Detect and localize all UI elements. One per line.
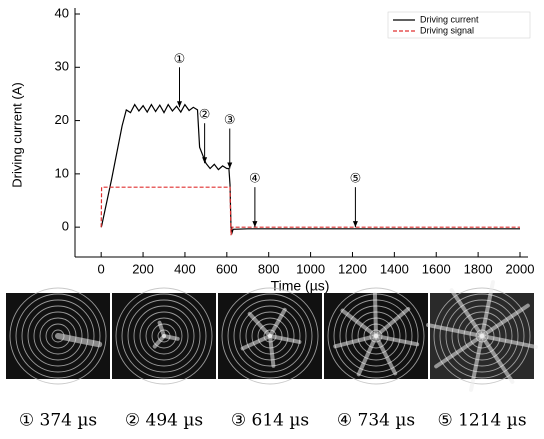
spoke bbox=[480, 334, 515, 384]
x-tick-label: 2000 bbox=[506, 261, 535, 276]
ring bbox=[127, 299, 201, 373]
annotation-label: ② bbox=[199, 108, 211, 123]
annotation-label: ④ bbox=[249, 172, 261, 187]
spoke bbox=[426, 323, 484, 338]
ring bbox=[233, 299, 307, 373]
y-tick-label: 0 bbox=[62, 219, 69, 234]
ring bbox=[439, 293, 525, 379]
ring bbox=[451, 305, 513, 367]
x-tick-label: 1600 bbox=[422, 261, 451, 276]
arrow-head bbox=[227, 162, 233, 169]
ring bbox=[115, 287, 213, 385]
y-axis-label: Driving current (A) bbox=[9, 82, 24, 187]
spoke bbox=[268, 334, 276, 368]
ring bbox=[151, 323, 177, 349]
spoke bbox=[374, 334, 420, 347]
spoke bbox=[374, 307, 411, 338]
annotation-label: ⑤ bbox=[350, 172, 362, 187]
photo bbox=[218, 287, 322, 385]
spoke bbox=[480, 334, 538, 349]
legend-label: Driving signal bbox=[420, 25, 474, 35]
legend-label: Driving current bbox=[420, 14, 479, 24]
caption: ② 494 µs bbox=[125, 411, 203, 431]
data-line bbox=[100, 186, 520, 236]
ring bbox=[227, 293, 313, 379]
ring bbox=[239, 305, 301, 367]
ring bbox=[327, 287, 425, 385]
legend bbox=[387, 11, 531, 39]
y-tick-label: 30 bbox=[55, 59, 69, 74]
photo bbox=[6, 287, 110, 385]
arrow-head bbox=[176, 101, 182, 108]
ring bbox=[21, 299, 95, 373]
x-tick-label: 0 bbox=[98, 261, 105, 276]
spoke bbox=[55, 333, 103, 348]
x-tick-label: 800 bbox=[258, 261, 280, 276]
ring bbox=[133, 305, 195, 367]
ring bbox=[145, 317, 183, 355]
x-axis-label: Time (µs) bbox=[271, 278, 330, 294]
x-tick-label: 600 bbox=[216, 261, 238, 276]
caption: ③ 614 µs bbox=[231, 411, 309, 431]
ring bbox=[39, 317, 77, 355]
spoke bbox=[162, 334, 180, 341]
x-tick-label: 1000 bbox=[296, 261, 325, 276]
ring bbox=[469, 323, 495, 349]
caption: ④ 734 µs bbox=[337, 411, 415, 431]
annotation-label: ③ bbox=[224, 113, 236, 128]
x-tick-label: 1400 bbox=[380, 261, 409, 276]
spoke bbox=[372, 292, 378, 338]
spoke bbox=[333, 334, 378, 349]
caption: ① 374 µs bbox=[19, 411, 97, 431]
x-tick-label: 400 bbox=[174, 261, 196, 276]
y-tick-label: 40 bbox=[55, 5, 69, 20]
data-line bbox=[100, 103, 520, 235]
ring bbox=[33, 311, 83, 361]
annotation-label: ① bbox=[174, 52, 186, 67]
arrow-head bbox=[202, 157, 208, 164]
ring bbox=[9, 287, 107, 385]
caption: ⑤ 1214 µs bbox=[437, 411, 526, 431]
y-tick-label: 20 bbox=[55, 112, 69, 127]
x-tick-label: 1200 bbox=[338, 261, 367, 276]
photo bbox=[324, 287, 428, 385]
ring bbox=[139, 311, 189, 361]
spoke bbox=[480, 280, 495, 338]
spoke bbox=[247, 311, 272, 338]
ring bbox=[121, 293, 207, 379]
ring bbox=[463, 317, 501, 355]
spoke bbox=[356, 334, 378, 377]
ring bbox=[251, 317, 289, 355]
x-tick-label: 1800 bbox=[464, 261, 493, 276]
spoke bbox=[240, 334, 272, 351]
spoke bbox=[449, 288, 484, 338]
photo bbox=[112, 287, 216, 385]
spoke bbox=[434, 334, 484, 369]
ring bbox=[245, 311, 295, 361]
ring bbox=[221, 287, 319, 385]
ring bbox=[445, 299, 519, 373]
spoke bbox=[340, 308, 378, 338]
ring bbox=[27, 305, 89, 367]
x-tick-label: 200 bbox=[132, 261, 154, 276]
arrow-head bbox=[252, 221, 258, 228]
spoke bbox=[157, 320, 166, 338]
ring bbox=[433, 287, 531, 385]
spoke bbox=[268, 307, 287, 338]
y-tick-label: 10 bbox=[55, 165, 69, 180]
spoke bbox=[152, 334, 166, 349]
spoke bbox=[374, 334, 398, 376]
ring bbox=[457, 311, 507, 361]
spoke bbox=[480, 303, 530, 338]
arrow-head bbox=[352, 221, 358, 228]
ring bbox=[15, 293, 101, 379]
spoke bbox=[469, 334, 484, 392]
photo bbox=[426, 280, 538, 392]
spoke bbox=[268, 334, 302, 344]
